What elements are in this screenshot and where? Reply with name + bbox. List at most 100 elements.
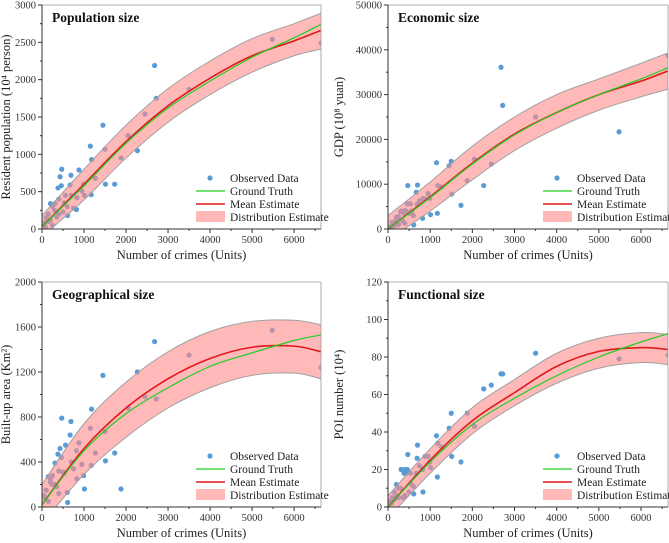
legend-label-distribution: Distribution Estimate xyxy=(230,212,329,224)
chart-panel-2: 0 1000 2000 3000 4000 5000 6000 0 10000 20000 3000… xyxy=(332,1,669,263)
observed-data-point xyxy=(498,64,504,70)
y-tick-label: 0 xyxy=(377,225,382,236)
legend-observed-marker xyxy=(554,175,560,181)
observed-data-point xyxy=(616,129,622,135)
legend-label-observed: Observed Data xyxy=(230,451,299,463)
observed-data-point xyxy=(500,102,506,108)
y-tick-label: 10000 xyxy=(356,180,382,191)
observed-data-point xyxy=(112,181,118,187)
y-tick-label: 20000 xyxy=(356,135,382,146)
plot-area xyxy=(388,52,668,229)
y-tick-label: 1000 xyxy=(15,150,36,161)
observed-data-point xyxy=(411,491,417,497)
legend-label-observed: Observed Data xyxy=(230,173,299,185)
band-upper-edge xyxy=(42,319,321,485)
legend-observed-marker xyxy=(207,453,213,459)
y-tick-label: 1200 xyxy=(15,368,36,379)
y-tick-label: 40000 xyxy=(356,45,382,56)
x-tick-label: 5000 xyxy=(588,513,609,524)
y-tick-label: 20 xyxy=(372,465,383,476)
y-axis-label: GDP (10⁸ yuan) xyxy=(332,77,346,157)
observed-data-point xyxy=(434,474,440,480)
distribution-estimate-band xyxy=(42,319,321,507)
x-tick-label: 4000 xyxy=(546,513,567,524)
legend-label-observed: Observed Data xyxy=(577,173,646,185)
y-axis-label: Resident population (10⁴ person) xyxy=(0,34,13,199)
observed-data-point xyxy=(102,181,109,187)
legend-label-observed: Observed Data xyxy=(577,451,646,463)
y-tick-label: 2000 xyxy=(15,278,36,289)
observed-data-point xyxy=(88,406,95,412)
x-tick-label: 2000 xyxy=(116,513,137,524)
y-tick-label: 400 xyxy=(20,458,36,469)
x-tick-label: 1000 xyxy=(74,235,95,246)
observed-data-point xyxy=(118,486,124,492)
y-tick-label: 40 xyxy=(372,428,383,439)
observed-data-point xyxy=(458,459,464,465)
ground-truth-line xyxy=(388,67,668,229)
x-tick-label: 1000 xyxy=(74,513,95,524)
band-lower-edge xyxy=(55,372,321,507)
chart-panel-3: 0 1000 2000 3000 4000 5000 6000 0 400 800 1200 1600… xyxy=(0,278,329,541)
observed-data-point xyxy=(414,442,421,448)
band-upper-edge xyxy=(388,52,668,216)
x-axis-label: Number of crimes (Units) xyxy=(463,526,592,540)
y-tick-label: 1500 xyxy=(15,113,36,124)
observed-data-point xyxy=(152,62,158,69)
observed-data-point xyxy=(414,182,421,188)
observed-data-point xyxy=(55,451,61,457)
observed-data-point xyxy=(433,433,440,439)
y-tick-label: 500 xyxy=(20,187,36,198)
band-upper-edge xyxy=(388,332,668,497)
observed-data-point xyxy=(100,372,106,378)
observed-data-point xyxy=(398,466,404,473)
observed-data-point xyxy=(57,445,63,452)
y-tick-label: 3000 xyxy=(15,1,36,12)
x-tick-label: 3000 xyxy=(158,513,179,524)
observed-data-point xyxy=(433,160,440,166)
x-tick-label: 0 xyxy=(385,235,390,246)
distribution-estimate-band xyxy=(388,332,668,507)
legend-label-ground-truth: Ground Truth xyxy=(577,464,640,476)
x-tick-label: 6000 xyxy=(284,235,305,246)
y-tick-label: 800 xyxy=(20,413,36,424)
observed-data-point xyxy=(67,432,73,438)
legend-observed-marker xyxy=(554,453,560,459)
x-tick-label: 2000 xyxy=(462,235,483,246)
x-tick-label: 6000 xyxy=(631,235,652,246)
x-tick-label: 3000 xyxy=(504,513,525,524)
observed-data-point xyxy=(405,451,411,458)
y-tick-label: 50000 xyxy=(356,1,382,12)
legend-observed-marker xyxy=(207,175,213,181)
observed-data-point xyxy=(405,182,411,189)
observed-data-point xyxy=(481,182,487,189)
x-tick-label: 1000 xyxy=(420,235,441,246)
x-tick-label: 5000 xyxy=(242,235,263,246)
legend-label-distribution: Distribution Estimate xyxy=(577,212,669,224)
observed-data-point xyxy=(112,450,118,456)
observed-data-point xyxy=(57,174,63,180)
panel-title: Economic size xyxy=(398,10,479,25)
y-tick-label: 1600 xyxy=(15,323,36,334)
legend-distribution-swatch xyxy=(196,211,225,222)
distribution-estimate-band xyxy=(42,13,321,229)
panel-title: Functional size xyxy=(398,287,485,302)
plot-area xyxy=(42,12,321,229)
x-tick-label: 5000 xyxy=(588,235,609,246)
chart-panel-1: 0 1000 2000 3000 4000 5000 6000 0 500 1000 1500 200… xyxy=(0,1,329,263)
legend-label-ground-truth: Ground Truth xyxy=(230,186,293,198)
observed-data-point xyxy=(532,350,539,356)
legend-label-mean: Mean Estimate xyxy=(577,477,646,489)
x-axis-label: Number of crimes (Units) xyxy=(117,526,246,540)
observed-data-point xyxy=(68,172,74,178)
legend-label-distribution: Distribution Estimate xyxy=(577,490,669,502)
y-tick-label: 2000 xyxy=(15,75,36,86)
observed-data-point xyxy=(414,455,420,461)
band-upper-edge xyxy=(42,12,321,216)
legend-distribution-swatch xyxy=(543,211,572,222)
y-tick-label: 100 xyxy=(366,315,382,326)
legend-label-mean: Mean Estimate xyxy=(230,477,299,489)
